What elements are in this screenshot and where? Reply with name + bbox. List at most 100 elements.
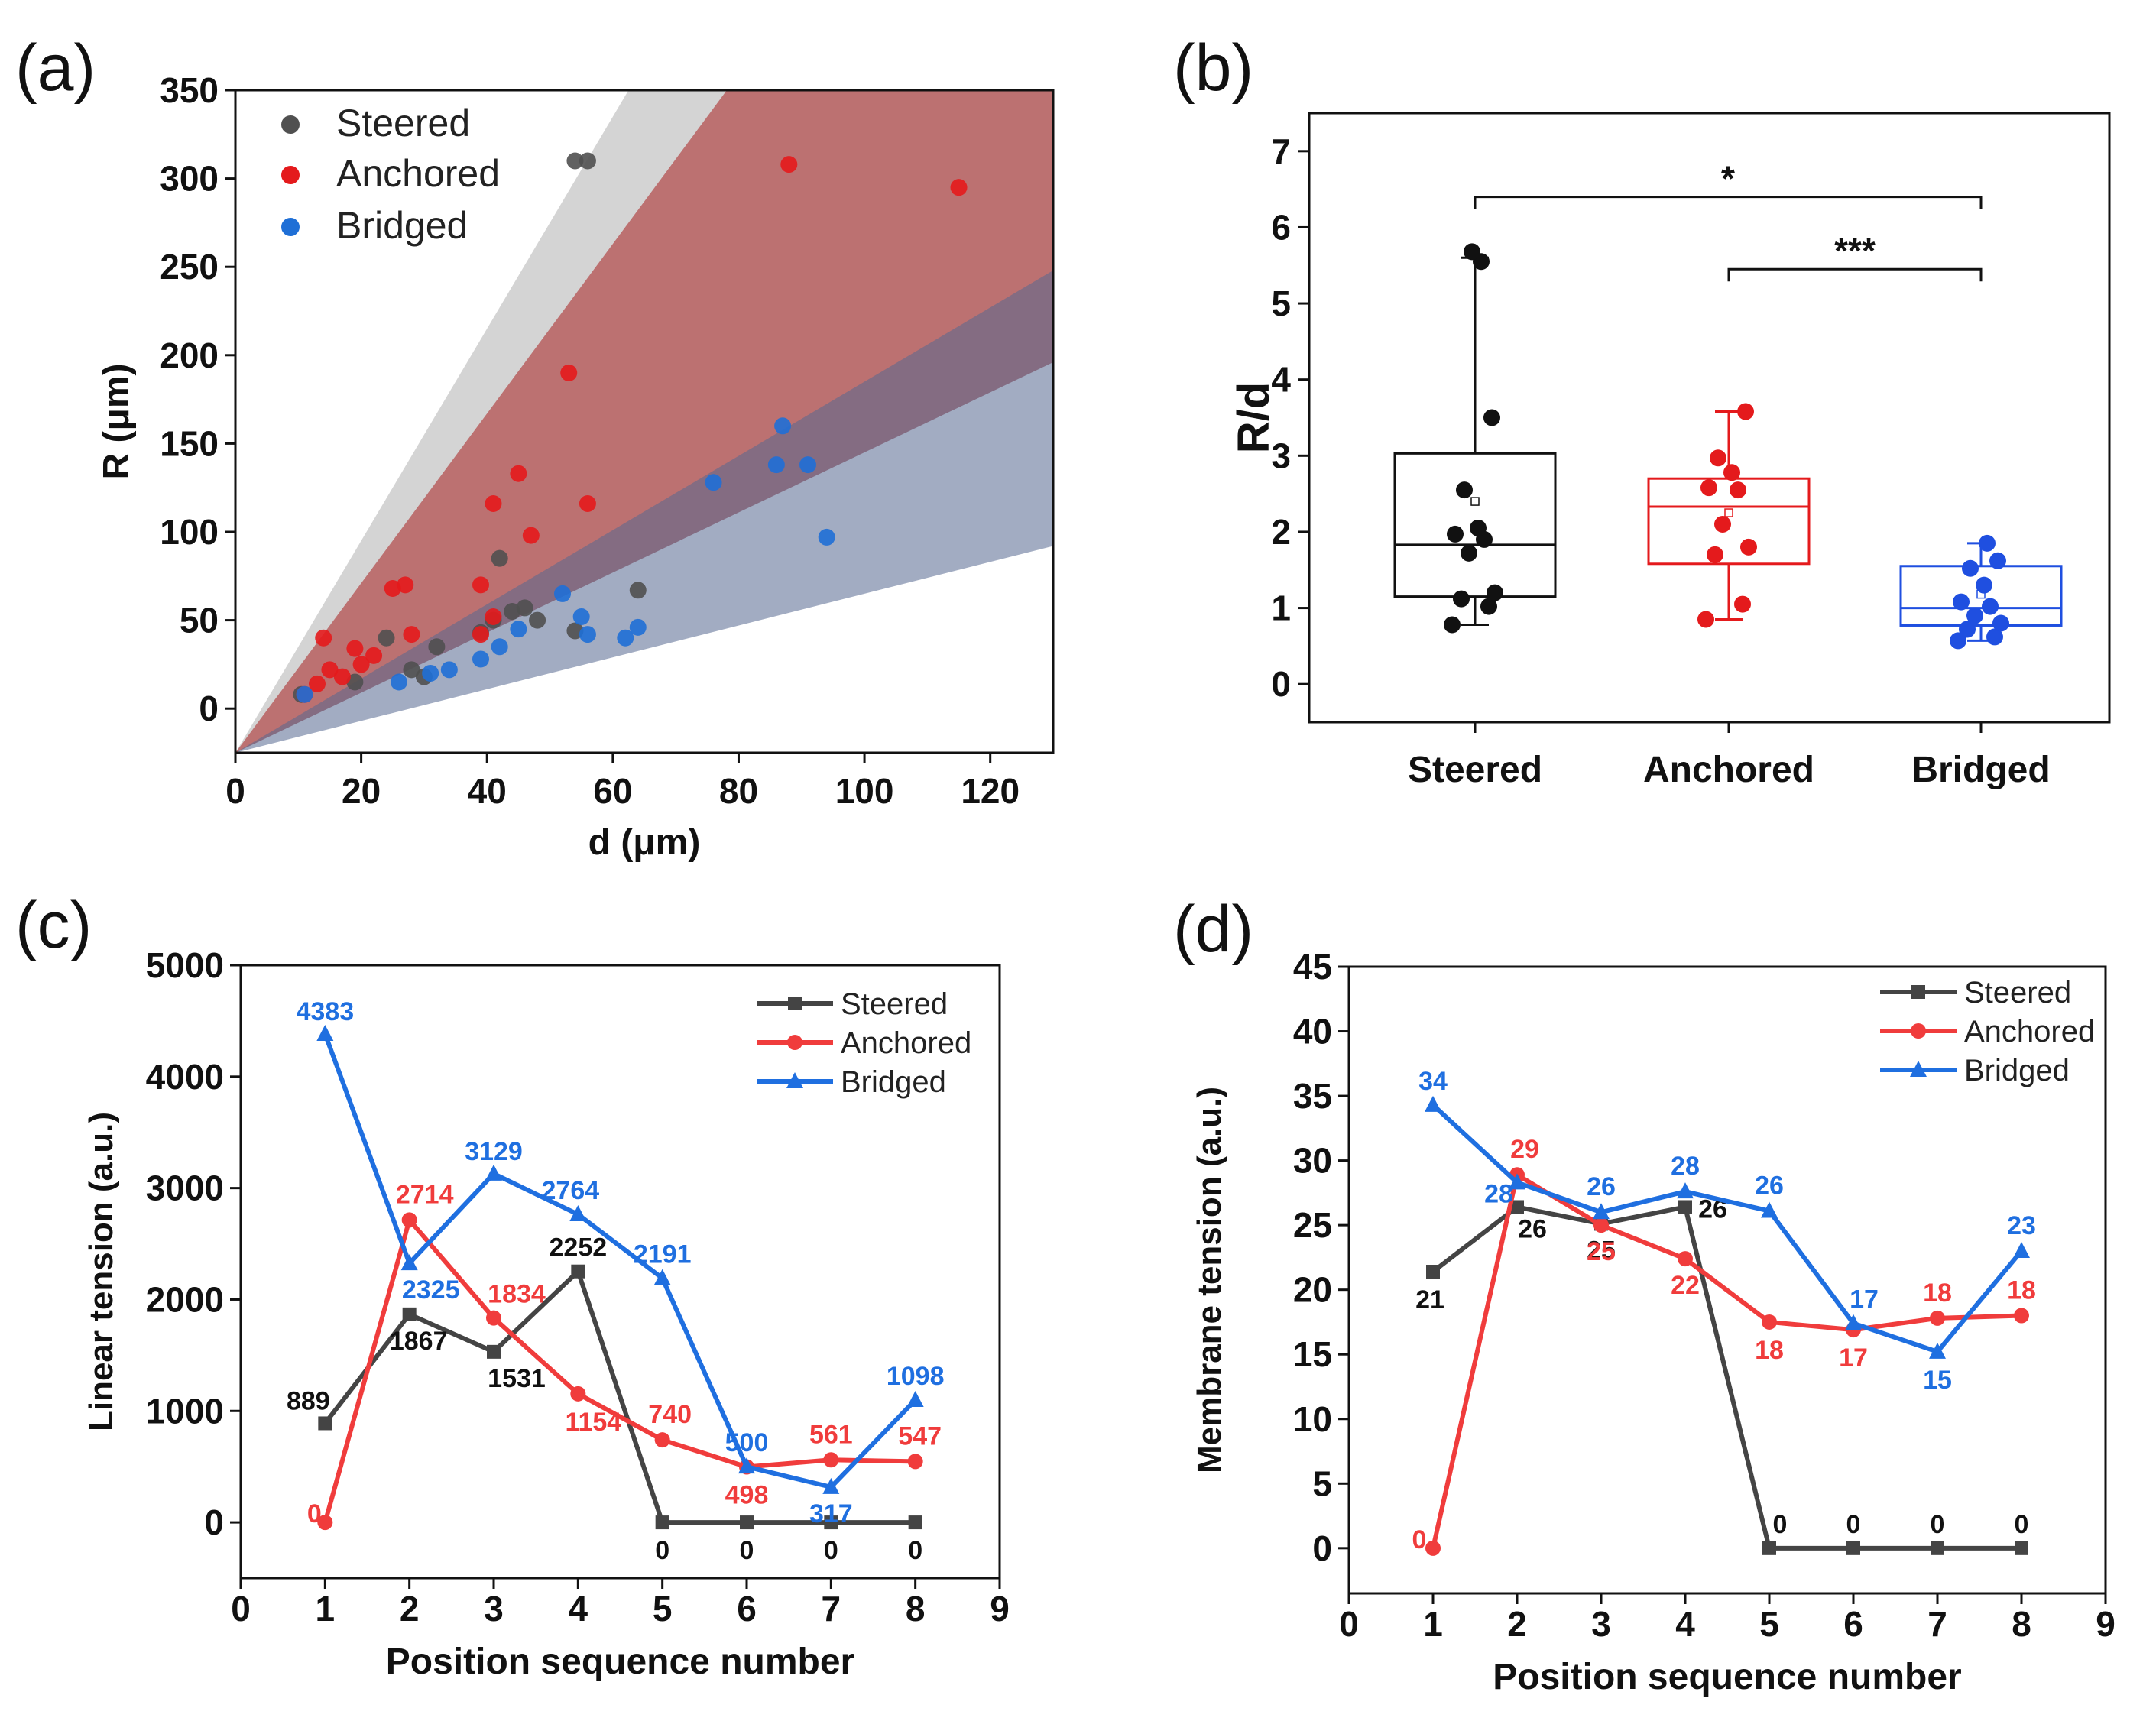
point-steered — [1453, 590, 1470, 608]
data-label-anchored: 18 — [1755, 1336, 1784, 1365]
legend-label-steered: Steered — [1964, 976, 2071, 1010]
data-label-bridged: 2325 — [402, 1275, 460, 1305]
point-steered — [1444, 616, 1461, 634]
y-axis-title: Membrane tension (a.u.) — [1191, 1087, 1228, 1473]
point-steered — [1447, 525, 1464, 543]
point-anchored — [1740, 538, 1757, 556]
data-label-bridged: 4383 — [297, 997, 355, 1026]
data-label-steered: 1867 — [390, 1327, 448, 1356]
legend-label-steered: Steered — [841, 987, 948, 1021]
legend-marker-bridged — [786, 1072, 803, 1088]
point-steered — [1456, 481, 1473, 499]
data-label-steered: 2252 — [550, 1233, 608, 1262]
y-tick-label: 1 — [1271, 588, 1291, 628]
data-label-bridged: 28 — [1671, 1152, 1700, 1181]
point-bridged — [738, 1457, 755, 1474]
y-tick-label: 0 — [199, 689, 219, 728]
data-label-steered: 0 — [1931, 1510, 1945, 1539]
legend-marker-anchored — [1911, 1023, 1926, 1039]
legend-marker-steered — [281, 115, 300, 134]
point-anchored — [333, 668, 351, 685]
legend-label-steered: Steered — [336, 102, 470, 144]
point-anchored — [2014, 1308, 2029, 1324]
point-steered — [402, 1307, 417, 1321]
point-anchored — [1737, 403, 1754, 420]
point-anchored — [1707, 546, 1723, 563]
y-tick-label: 35 — [1293, 1076, 1332, 1116]
point-anchored — [1710, 449, 1726, 467]
point-steered — [428, 638, 446, 656]
point-anchored — [397, 576, 414, 594]
series-line-anchored — [1431, 1172, 2022, 1549]
point-bridged — [1953, 593, 1970, 611]
point-bridged — [1976, 576, 1992, 594]
point-bridged — [391, 673, 407, 691]
point-anchored — [522, 527, 540, 544]
data-label-bridged: 28 — [1484, 1179, 1513, 1208]
significance-bracket — [1727, 267, 1983, 282]
point-bridged — [1950, 632, 1966, 650]
mean-marker-anchored — [1724, 508, 1733, 517]
point-bridged — [1962, 559, 1979, 577]
y-tick-label: 50 — [180, 601, 219, 640]
point-anchored — [950, 179, 968, 196]
series-line-bridged — [323, 1032, 917, 1489]
y-tick-label: 350 — [160, 70, 219, 110]
point-bridged — [1929, 1342, 1946, 1359]
data-label-bridged: 23 — [2007, 1211, 2036, 1240]
y-tick-label: 20 — [1293, 1270, 1332, 1310]
point-steered — [1480, 598, 1497, 615]
point-anchored — [579, 495, 596, 513]
legend-marker-anchored — [281, 166, 300, 184]
data-label-anchored: 498 — [725, 1480, 769, 1509]
y-tick-label: 5 — [1271, 284, 1291, 323]
panel-d-frame — [1347, 965, 2107, 1595]
point-anchored — [1700, 479, 1717, 497]
x-tick-label: 0 — [225, 771, 245, 811]
point-bridged — [422, 664, 439, 682]
point-anchored — [346, 640, 364, 657]
point-steered — [318, 1416, 332, 1431]
point-bridged — [906, 1390, 924, 1407]
x-tick-label: 8 — [906, 1589, 926, 1629]
x-tick-label: 60 — [593, 771, 632, 811]
mean-marker-steered — [1470, 497, 1480, 506]
data-label-anchored: 1154 — [565, 1408, 621, 1437]
legend-label-anchored: Anchored — [841, 1026, 971, 1060]
data-label-bridged: 2764 — [542, 1176, 600, 1205]
data-label-anchored: 18 — [2007, 1275, 2036, 1305]
data-label-bridged: 3129 — [465, 1137, 523, 1166]
point-steered — [908, 1515, 922, 1530]
point-steered — [1846, 1541, 1860, 1555]
y-tick-label: 0 — [1312, 1528, 1332, 1568]
y-tick-label: 1000 — [146, 1391, 224, 1431]
point-steered — [571, 1264, 585, 1279]
data-label-anchored: 25 — [1587, 1237, 1616, 1266]
point-anchored — [485, 608, 502, 625]
legend-marker-bridged — [281, 218, 300, 236]
point-steered — [655, 1515, 669, 1530]
y-tick-label: 0 — [204, 1502, 224, 1542]
x-tick-label: 7 — [822, 1589, 841, 1629]
significance-label: *** — [1834, 231, 1876, 271]
point-bridged — [579, 626, 596, 643]
point-bridged — [491, 638, 508, 656]
x-tick-label: 20 — [342, 771, 381, 811]
point-steered — [2015, 1541, 2028, 1555]
point-steered — [1931, 1541, 1944, 1555]
y-axis-title: R/d — [1229, 382, 1279, 453]
point-bridged — [1966, 607, 1983, 624]
data-label-steered: 0 — [2015, 1510, 2029, 1539]
x-axis-title: Position sequence number — [1493, 1657, 1961, 1697]
point-anchored — [1930, 1310, 1945, 1326]
point-anchored — [1730, 481, 1746, 499]
legend-label-bridged: Bridged — [1964, 1054, 2070, 1087]
series-line-steered — [323, 1269, 916, 1525]
point-bridged — [818, 528, 835, 546]
series-line-steered — [1431, 1204, 2021, 1551]
y-tick-label: 300 — [160, 159, 219, 199]
point-anchored — [570, 1386, 586, 1402]
y-tick-label: 200 — [160, 335, 219, 375]
y-tick-label: 2 — [1271, 512, 1291, 552]
